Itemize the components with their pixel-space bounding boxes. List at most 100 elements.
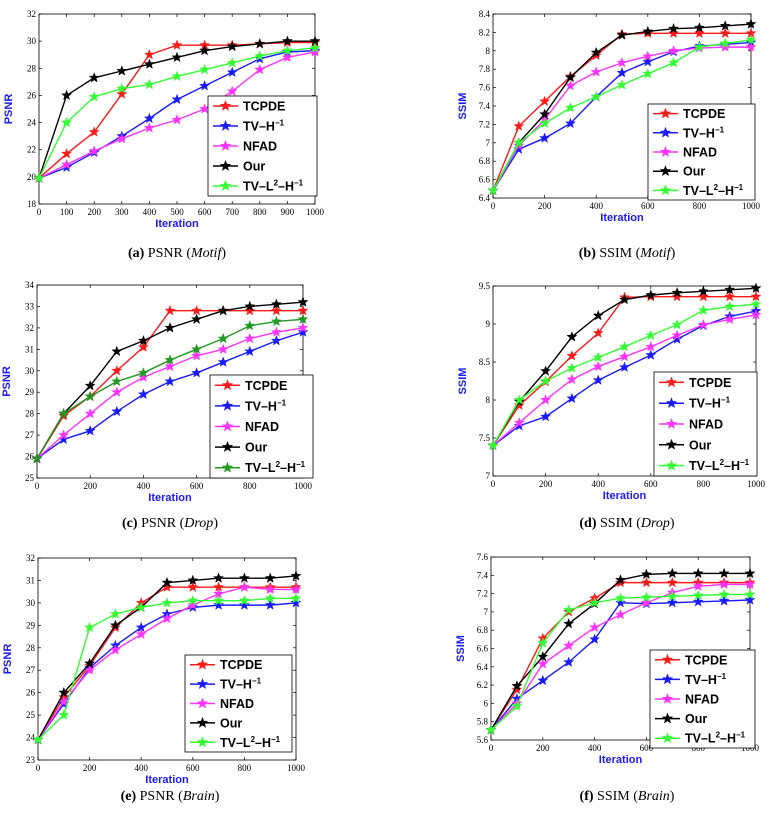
legend-label: TV–L2–H−1	[245, 460, 306, 475]
data-point	[264, 599, 276, 610]
data-point	[745, 41, 757, 52]
legend-label: TCPDE	[689, 376, 731, 390]
y-tick-label: 7.4	[479, 101, 491, 111]
caption-paren: )	[215, 789, 220, 804]
legend-label: TV–H−1	[685, 672, 727, 687]
legend-swatch-marker	[661, 673, 674, 685]
data-point	[297, 304, 309, 316]
data-point	[187, 574, 199, 586]
x-tick-label: 0	[36, 763, 41, 773]
legend-label: Our	[683, 165, 705, 179]
caption-paren: (	[630, 789, 639, 804]
data-point	[238, 581, 250, 592]
y-axis-label: PSNR	[3, 94, 15, 125]
legend-swatch-marker	[661, 712, 674, 724]
data-point	[744, 578, 756, 590]
data-point	[563, 604, 575, 615]
data-point	[564, 79, 576, 91]
x-axis-label: Iteration	[155, 218, 199, 230]
y-tick-label: 8.5	[479, 357, 491, 367]
data-point	[744, 567, 756, 579]
legend-label-main: TV–H	[685, 673, 717, 687]
data-point	[744, 588, 756, 600]
data-point	[290, 592, 302, 604]
caption-label: (e)	[121, 789, 137, 804]
data-point	[217, 304, 229, 316]
figure-caption: (a) PSNR (Motif)	[128, 246, 226, 261]
legend-swatch-marker	[665, 459, 678, 471]
data-point	[199, 80, 211, 91]
x-tick-label: 300	[115, 207, 129, 217]
data-point	[226, 57, 238, 68]
legend-swatch-marker	[661, 732, 674, 744]
data-point	[485, 724, 497, 735]
data-point	[564, 102, 576, 113]
x-tick-label: 400	[588, 743, 602, 753]
x-tick-label: 200	[83, 763, 97, 773]
x-tick-label: 1000	[287, 763, 306, 773]
y-tick-label: 30	[26, 598, 36, 608]
data-point	[137, 334, 149, 346]
figure-caption: (e) PSNR (Brain)	[121, 789, 220, 804]
legend-label-main: –H	[255, 736, 271, 750]
x-tick-label: 400	[589, 201, 603, 211]
legend-label-sup: −1	[740, 458, 750, 467]
data-point	[563, 639, 575, 651]
data-point	[111, 386, 123, 397]
data-point	[58, 429, 70, 440]
data-point	[264, 572, 276, 583]
legend-swatch-marker	[659, 184, 672, 196]
data-point	[161, 597, 173, 608]
legend-label-main: TV–H	[689, 397, 721, 411]
data-point	[187, 581, 199, 592]
data-point	[254, 63, 266, 75]
caption-paren: )	[213, 516, 218, 531]
data-point	[668, 56, 680, 68]
data-point	[281, 35, 293, 46]
chart-a: 0 100 200 300 400 500 600 700 800 900 1000 18 20 22 24…	[3, 9, 325, 261]
data-point	[645, 349, 657, 360]
legend-swatch-marker	[219, 139, 232, 151]
data-point	[84, 657, 96, 669]
y-tick-label: 28	[26, 643, 36, 653]
x-axis-label: Iteration	[148, 492, 192, 504]
data-point	[750, 282, 762, 293]
x-tick-label: 1000	[747, 479, 766, 489]
data-point	[666, 576, 678, 588]
data-point	[513, 143, 525, 154]
data-point	[590, 91, 602, 102]
y-tick-label: 5.8	[477, 717, 489, 727]
y-tick-label: 8.2	[479, 27, 490, 37]
data-point	[692, 580, 704, 591]
data-point	[187, 594, 199, 606]
data-point	[640, 591, 652, 602]
data-point	[640, 596, 652, 608]
caption-paren: (	[183, 246, 192, 261]
x-axis-label: Iteration	[603, 490, 647, 502]
legend-label-sup: −1	[734, 183, 744, 192]
data-point	[616, 67, 628, 78]
chart-f: 020040060080010005.65.866.26.46.66.877.2…	[455, 552, 760, 804]
data-point	[511, 700, 523, 711]
caption-dataset: Brain	[638, 789, 670, 804]
data-point	[540, 394, 552, 405]
legend-swatch-marker	[665, 417, 678, 429]
data-point	[164, 375, 176, 387]
legend-swatch-marker	[196, 736, 209, 748]
figure-caption: (d) SSIM (Drop)	[579, 516, 675, 531]
caption-paren: )	[670, 789, 675, 804]
data-point	[199, 44, 211, 56]
legend-label: TV–H−1	[243, 119, 285, 134]
data-point	[171, 114, 183, 125]
data-point	[537, 674, 549, 686]
data-point	[692, 589, 704, 601]
data-point	[566, 392, 578, 404]
data-point	[244, 345, 256, 357]
legend-label-sup: 2	[276, 460, 281, 469]
data-point	[143, 48, 155, 60]
legend-label-sup: 2	[716, 731, 721, 740]
data-point	[719, 27, 731, 38]
legend-label: NFAD	[683, 146, 717, 160]
